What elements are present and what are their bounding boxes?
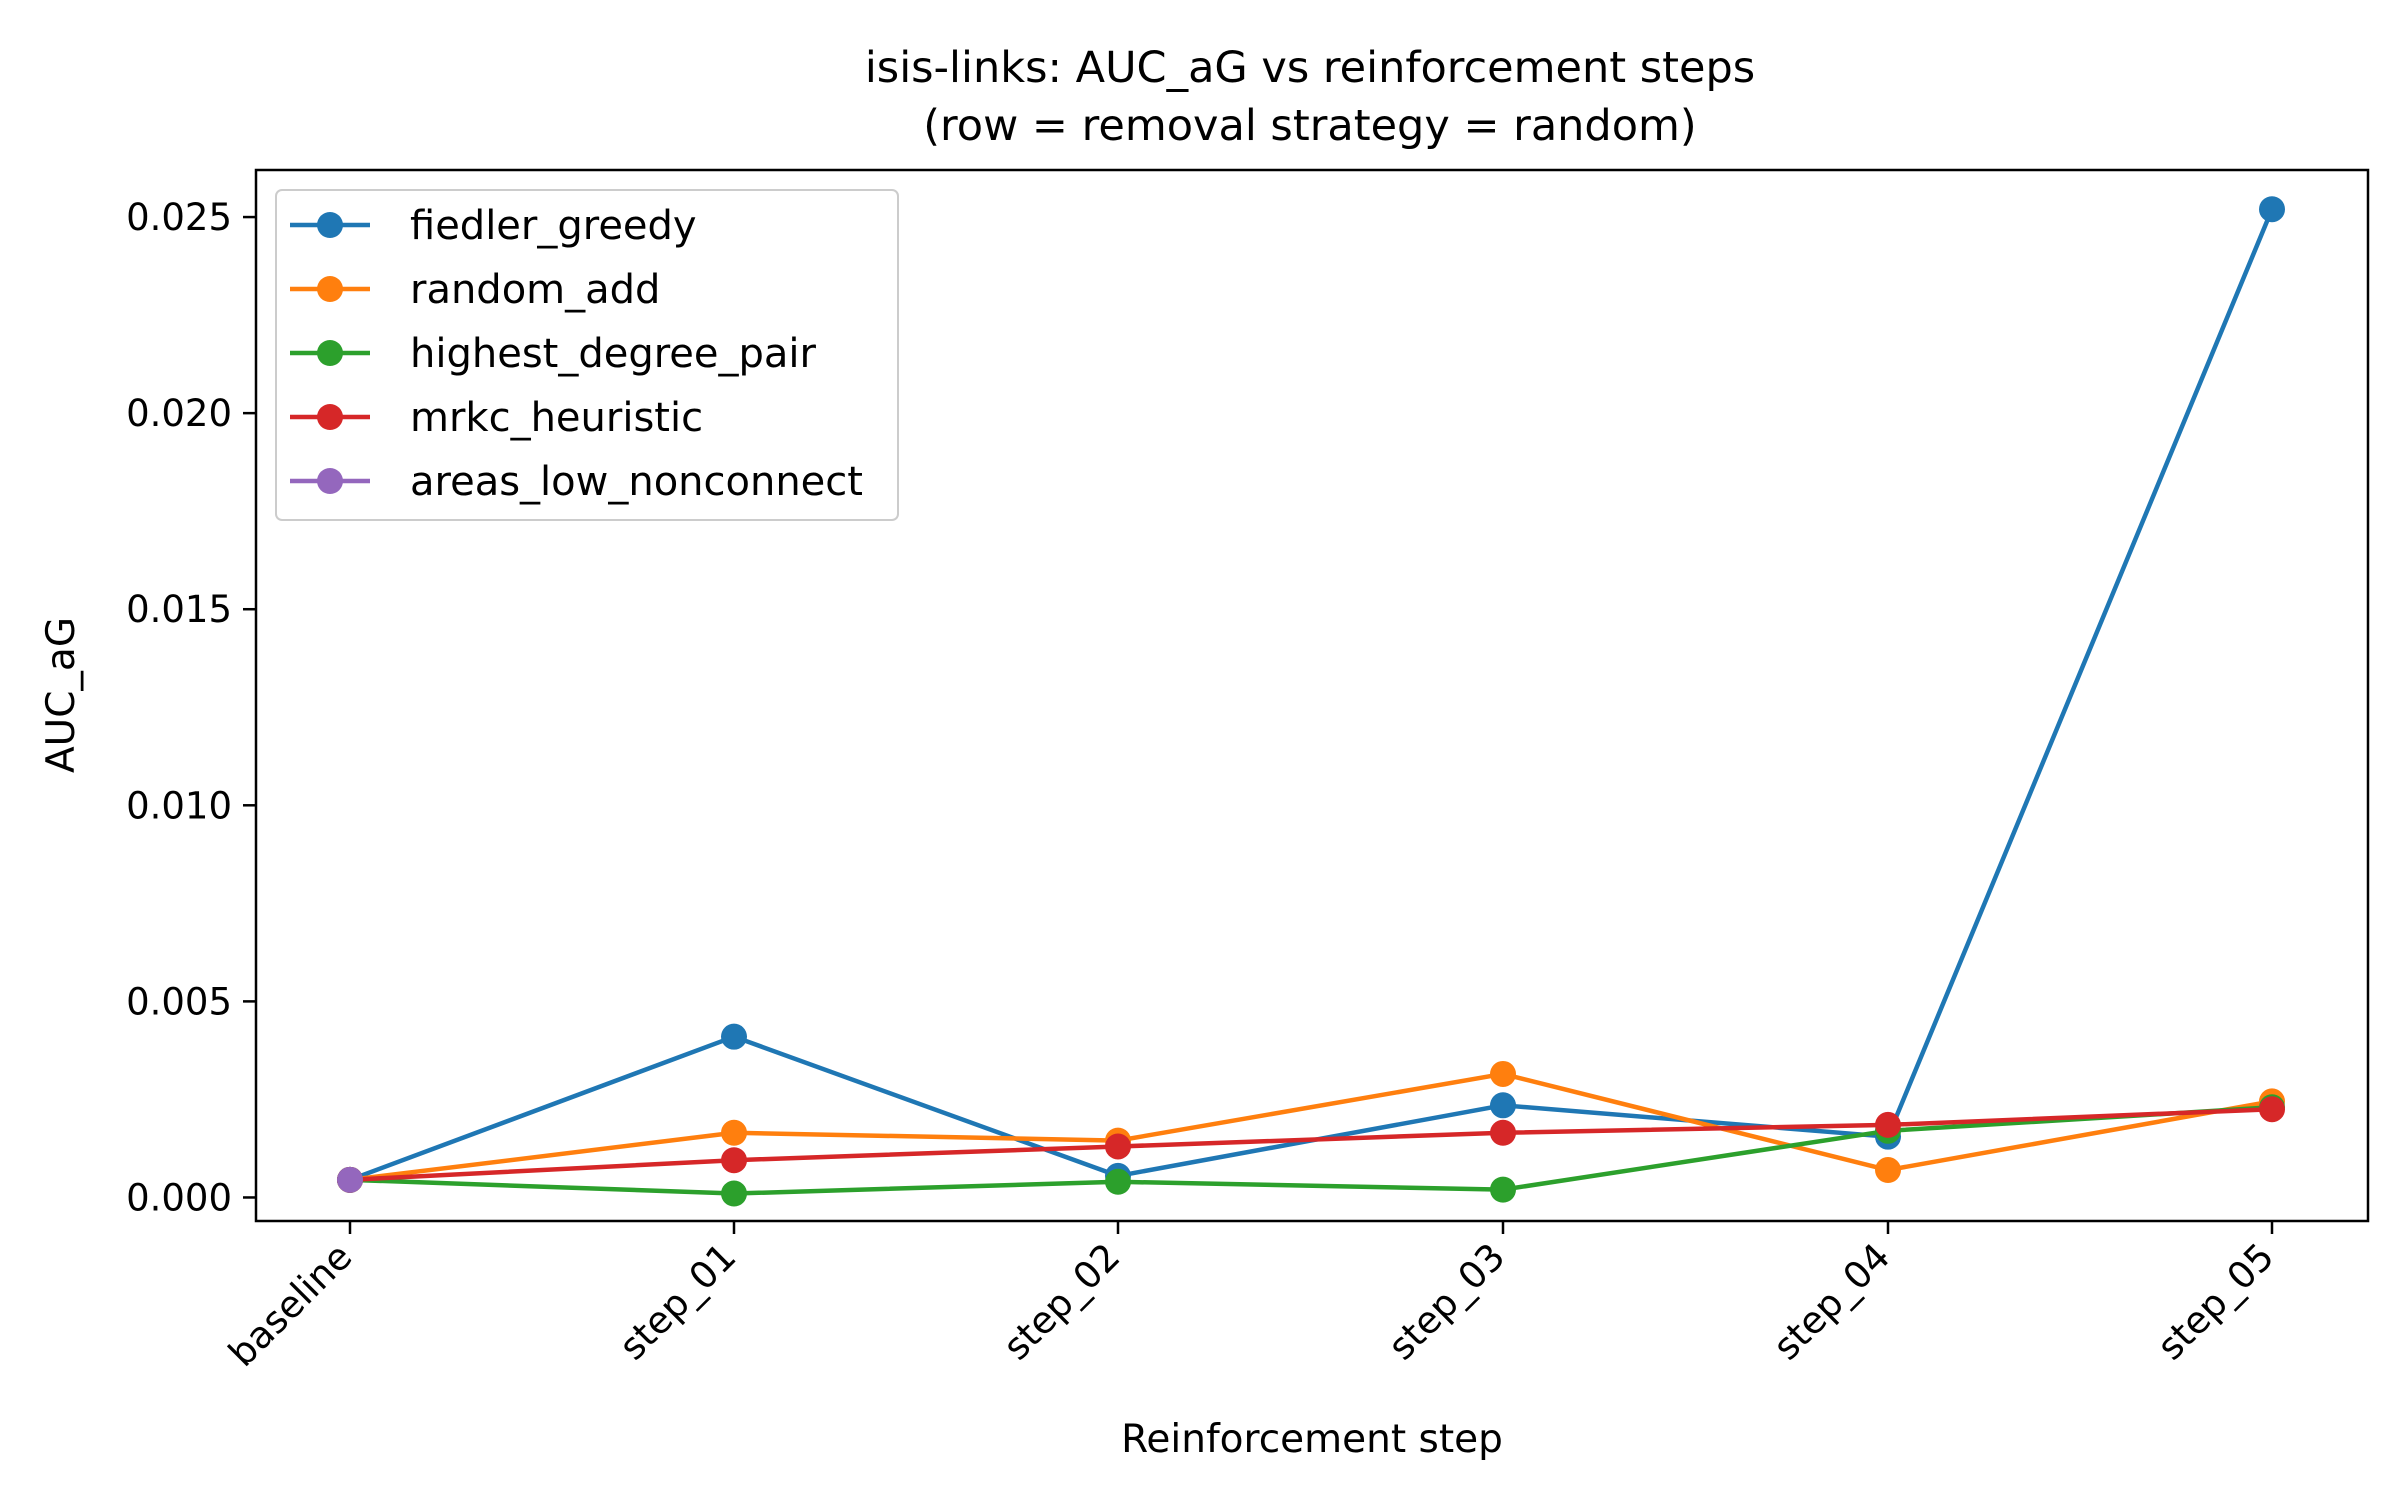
data-point-mrkc_heuristic-5	[2259, 1096, 2285, 1123]
y-axis-label: AUC_aG	[39, 617, 84, 773]
x-axis-label: Reinforcement step	[1121, 1417, 1503, 1462]
legend-marker-fiedler_greedy	[317, 212, 343, 238]
data-point-highest_degree_pair-2	[1105, 1168, 1131, 1195]
y-tick-label: 0.000	[126, 1176, 232, 1219]
legend-label-random_add: random_add	[410, 267, 660, 313]
data-point-highest_degree_pair-3	[1490, 1176, 1516, 1203]
y-tick-label: 0.025	[126, 196, 232, 239]
legend-label-mrkc_heuristic: mrkc_heuristic	[410, 395, 703, 441]
x-tick-label: step_03	[1380, 1235, 1513, 1368]
x-tick-label: step_01	[611, 1235, 744, 1368]
y-axis: 0.000 0.005 0.010 0.015 0.020 0.025	[126, 196, 256, 1219]
legend-label-fiedler_greedy: fiedler_greedy	[410, 203, 697, 249]
legend-label-highest_degree_pair: highest_degree_pair	[410, 331, 817, 377]
data-point-random_add-3	[1490, 1060, 1516, 1087]
data-point-mrkc_heuristic-4	[1875, 1111, 1901, 1138]
legend-marker-random_add	[317, 276, 343, 302]
legend-frame	[275, 189, 899, 521]
plot-markers	[337, 196, 2285, 1207]
x-tick-label: step_05	[2149, 1235, 2282, 1368]
chart-subtitle: (row = removal strategy = random)	[923, 101, 1696, 151]
data-point-areas_low_nonconnect-0	[337, 1166, 363, 1193]
data-point-highest_degree_pair-1	[721, 1180, 747, 1207]
legend-label-areas_low_nonconnect: areas_low_nonconnect	[410, 459, 863, 505]
data-point-fiedler_greedy-1	[721, 1023, 747, 1050]
chart-title: isis-links: AUC_aG vs reinforcement step…	[865, 43, 1755, 93]
data-point-mrkc_heuristic-2	[1105, 1133, 1131, 1160]
legend-marker-mrkc_heuristic	[317, 404, 343, 430]
data-point-mrkc_heuristic-3	[1490, 1119, 1516, 1146]
legend-marker-highest_degree_pair	[317, 340, 343, 366]
data-point-fiedler_greedy-5	[2259, 196, 2285, 223]
data-point-random_add-1	[721, 1119, 747, 1146]
x-tick-label: step_04	[1765, 1235, 1898, 1368]
plot-lines	[349, 208, 2275, 1196]
series-line-random_add	[349, 1071, 2273, 1183]
legend: fiedler_greedy random_add highest_degree_p…	[275, 189, 899, 521]
x-axis: baseline step_01 step_02 step_03 step_04 step…	[220, 1221, 2282, 1375]
y-tick-label: 0.015	[126, 588, 232, 631]
legend-marker-areas_low_nonconnect	[317, 468, 343, 494]
series-line-mrkc_heuristic	[349, 1106, 2273, 1183]
x-tick-label: step_02	[995, 1235, 1128, 1368]
x-tick-label: baseline	[220, 1235, 360, 1375]
series-line-highest_degree_pair	[349, 1105, 2273, 1196]
y-tick-label: 0.005	[126, 980, 232, 1023]
y-tick-label: 0.020	[126, 392, 232, 435]
y-tick-label: 0.010	[126, 784, 232, 827]
data-point-fiedler_greedy-3	[1490, 1092, 1516, 1119]
data-point-random_add-4	[1875, 1157, 1901, 1184]
data-point-mrkc_heuristic-1	[721, 1147, 747, 1174]
plot-frame	[254, 168, 2370, 1223]
